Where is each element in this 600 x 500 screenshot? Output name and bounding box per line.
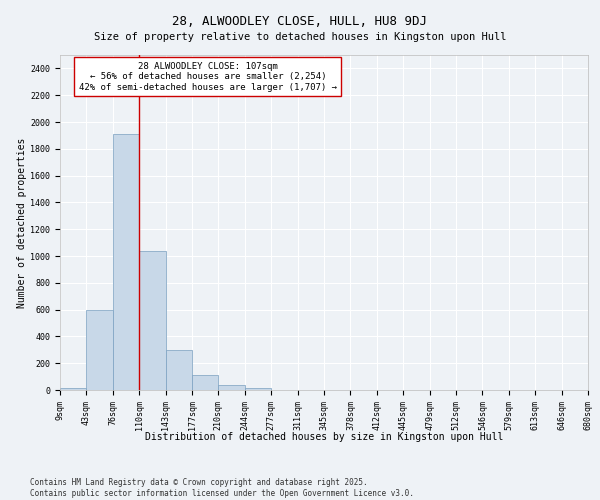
Text: Size of property relative to detached houses in Kingston upon Hull: Size of property relative to detached ho…: [94, 32, 506, 42]
Text: 28 ALWOODLEY CLOSE: 107sqm
← 56% of detached houses are smaller (2,254)
42% of s: 28 ALWOODLEY CLOSE: 107sqm ← 56% of deta…: [79, 62, 337, 92]
Bar: [218, 386, 245, 390]
Bar: [139, 250, 166, 390]
Y-axis label: Number of detached properties: Number of detached properties: [17, 138, 28, 308]
Bar: [245, 388, 271, 390]
Bar: [166, 350, 192, 390]
Bar: [192, 374, 218, 390]
Bar: [60, 388, 86, 390]
X-axis label: Distribution of detached houses by size in Kingston upon Hull: Distribution of detached houses by size …: [145, 432, 503, 442]
Bar: [113, 134, 139, 390]
Text: 28, ALWOODLEY CLOSE, HULL, HU8 9DJ: 28, ALWOODLEY CLOSE, HULL, HU8 9DJ: [173, 15, 427, 28]
Bar: [86, 310, 113, 390]
Text: Contains HM Land Registry data © Crown copyright and database right 2025.
Contai: Contains HM Land Registry data © Crown c…: [30, 478, 414, 498]
